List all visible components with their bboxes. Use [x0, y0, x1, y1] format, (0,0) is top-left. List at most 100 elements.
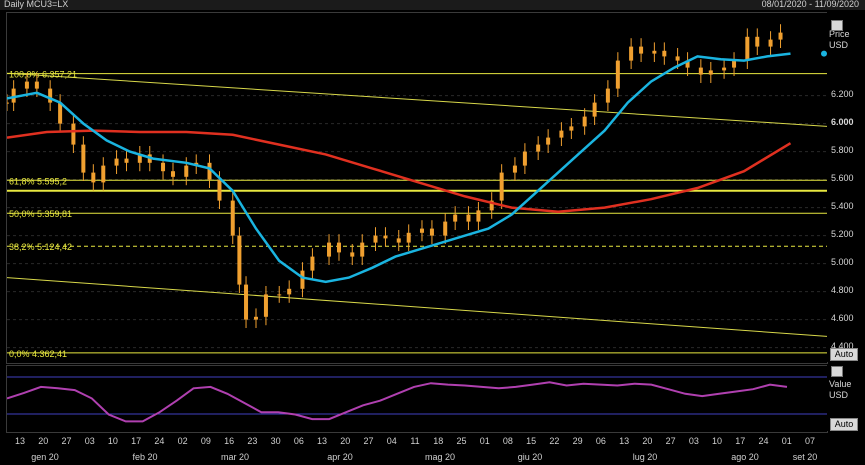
price-tick-label: 5.600: [831, 172, 854, 183]
price-chart-svg[interactable]: 100,0% 6.357,21 61,8% 5.595,2 50,0% 5.359,…: [5, 13, 828, 363]
x-tick-label: 13: [317, 436, 327, 446]
price-candle: [429, 220, 434, 244]
price-candle: [81, 136, 86, 181]
price-candle: [592, 94, 597, 125]
price-tick-label: 4.800: [831, 284, 854, 295]
price-candle: [373, 227, 378, 251]
price-candle: [360, 234, 365, 265]
candle-body: [406, 232, 411, 243]
price-tick-label: 4.600: [831, 312, 854, 323]
indicator-auto-button[interactable]: Auto: [830, 418, 858, 431]
x-tick-label: 08: [503, 436, 513, 446]
price-candle: [300, 262, 305, 298]
x-tick-label: 06: [596, 436, 606, 446]
candle-body: [114, 158, 119, 166]
x-month-label: set 20: [793, 452, 818, 462]
price-candle: [546, 129, 551, 153]
candle-body: [217, 179, 222, 201]
price-candle: [615, 52, 620, 97]
x-tick-label: 22: [549, 436, 559, 446]
candle-body: [745, 36, 750, 61]
x-tick-label: 03: [85, 436, 95, 446]
price-candle: [11, 80, 16, 111]
x-month-label: apr 20: [327, 452, 353, 462]
indicator-chart-svg[interactable]: [6, 366, 827, 432]
candle-body: [277, 294, 282, 296]
x-tick-label: 20: [340, 436, 350, 446]
chart-title: Daily MCU3=LX: [4, 0, 69, 9]
candle-body: [499, 172, 504, 201]
price-candle: [755, 28, 760, 55]
price-candle: [698, 59, 703, 83]
price-series-marker-icon[interactable]: [831, 20, 843, 31]
title-bar: Daily MCU3=LX 08/01/2020 - 11/09/2020: [0, 0, 865, 10]
ma-long-line: [6, 129, 792, 214]
x-tick-label: 29: [573, 436, 583, 446]
candle-body: [373, 235, 378, 243]
price-candle: [522, 143, 527, 174]
x-tick-label: 07: [805, 436, 815, 446]
ma-short-end-marker: [821, 50, 827, 57]
x-tick-label: 20: [38, 436, 48, 446]
price-candle: [466, 206, 471, 230]
price-candle: [406, 224, 411, 251]
x-month-label: lug 20: [633, 452, 658, 462]
candle-body: [58, 102, 63, 124]
oscillator-line: [6, 381, 788, 423]
price-panel[interactable]: 100,0% 6.357,21 61,8% 5.595,2 50,0% 5.359,…: [5, 12, 828, 364]
price-candle: [58, 94, 63, 132]
x-tick-label: 17: [131, 436, 141, 446]
x-month-label: gen 20: [31, 452, 59, 462]
price-auto-button[interactable]: Auto: [830, 348, 858, 361]
candle-body: [24, 81, 29, 89]
candle-body: [81, 144, 86, 173]
candle-body: [184, 165, 189, 177]
indicator-panel[interactable]: [6, 365, 828, 433]
price-candle: [732, 52, 737, 76]
price-axis[interactable]: Price USD 4.400 4.600 4.800 5.000 5.200 5.400…: [827, 12, 863, 362]
price-candle: [161, 154, 166, 180]
x-tick-label: 25: [456, 436, 466, 446]
price-tick-label: 5.800: [831, 144, 854, 155]
price-tick-label: 6.200: [831, 88, 854, 99]
price-candle: [277, 286, 282, 303]
candle-body: [768, 39, 773, 47]
indicator-axis[interactable]: Value USD Auto: [827, 365, 863, 431]
indicator-series-marker-icon[interactable]: [831, 366, 843, 377]
candle-body: [327, 242, 332, 257]
price-candle: [170, 162, 175, 186]
candle-body: [137, 154, 142, 163]
candle-body: [778, 32, 783, 40]
x-axis: 13 20 27 03 10 17 24 02 09 16 23 30 06 13 20 27 04 11 18 25…: [15, 436, 818, 462]
price-candle: [652, 42, 657, 62]
candle-body: [615, 60, 620, 89]
price-candle: [708, 62, 713, 83]
price-candle: [512, 157, 517, 181]
price-candle: [327, 234, 332, 265]
x-tick-label: 15: [526, 436, 536, 446]
candle-body: [732, 60, 737, 68]
x-tick-label: 13: [15, 436, 25, 446]
candle-body: [287, 288, 292, 295]
fib-label: 50,0% 5.359,81: [9, 209, 72, 219]
candle-body: [237, 235, 242, 285]
candle-body: [536, 144, 541, 152]
candle-body: [662, 50, 667, 57]
candle-body: [466, 214, 471, 222]
price-candle: [476, 202, 481, 230]
x-tick-label: 03: [689, 436, 699, 446]
price-candle: [101, 157, 106, 191]
x-tick-label: 20: [642, 436, 652, 446]
candle-body: [592, 102, 597, 117]
candle-body: [170, 171, 175, 177]
price-tick-label: 5.200: [831, 228, 854, 239]
candle-body: [300, 270, 305, 289]
price-candle: [443, 213, 448, 244]
x-tick-label: 27: [666, 436, 676, 446]
price-candle: [499, 164, 504, 209]
x-month-label: feb 20: [132, 452, 157, 462]
x-tick-label: 23: [247, 436, 257, 446]
candle-body: [559, 130, 564, 138]
x-tick-label: 09: [201, 436, 211, 446]
candle-body: [34, 81, 39, 89]
